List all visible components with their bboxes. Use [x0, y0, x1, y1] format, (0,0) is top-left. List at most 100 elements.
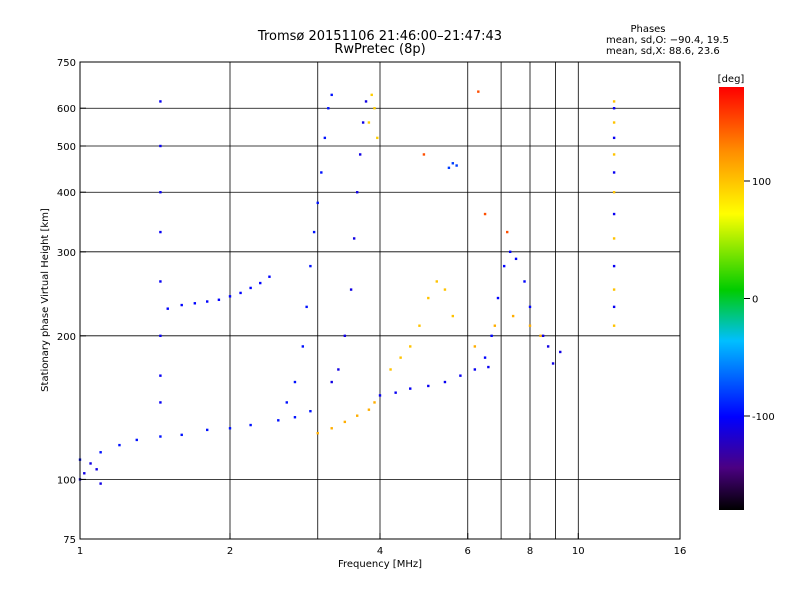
data-point	[159, 191, 162, 194]
data-point	[451, 162, 455, 165]
data-point	[316, 201, 319, 205]
stats-line-o: mean, sd,O: −90.4, 19.5	[606, 35, 729, 46]
data-point	[443, 380, 447, 384]
data-point	[228, 427, 232, 430]
data-point	[546, 345, 550, 348]
data-point	[528, 305, 532, 309]
y-tick-label: 750	[57, 58, 76, 69]
data-point	[159, 435, 162, 438]
chart-title: Tromsø 20151106 21:46:00–21:47:43	[257, 29, 502, 44]
data-point	[118, 443, 121, 447]
data-point	[249, 286, 252, 290]
data-point	[364, 100, 368, 103]
data-point	[612, 171, 616, 174]
data-point	[361, 121, 365, 124]
data-point	[180, 303, 183, 307]
data-point	[89, 462, 92, 465]
data-point	[159, 230, 162, 234]
data-point	[293, 416, 297, 419]
data-point	[159, 144, 162, 148]
data-point	[435, 280, 438, 283]
data-point	[367, 408, 371, 411]
data-point	[159, 100, 162, 103]
data-point	[612, 136, 616, 140]
data-point	[612, 107, 616, 110]
data-point	[309, 409, 312, 413]
data-point	[320, 171, 323, 174]
data-point	[259, 281, 262, 285]
data-point	[612, 153, 616, 156]
data-point	[496, 296, 500, 300]
data-point	[349, 288, 353, 291]
data-point	[159, 280, 162, 283]
x-axis-label: Frequency [MHz]	[338, 559, 422, 570]
chart-subtitle: RwPretec (8p)	[334, 42, 425, 57]
data-point	[373, 107, 376, 110]
data-point	[228, 295, 232, 298]
data-point	[249, 423, 252, 427]
data-point	[389, 368, 392, 371]
data-point	[612, 212, 616, 216]
data-point	[217, 298, 221, 301]
data-point	[559, 350, 562, 354]
x-tick-label: 8	[527, 546, 533, 557]
data-point	[378, 394, 382, 397]
data-point	[612, 191, 616, 194]
colorbar	[719, 87, 744, 510]
data-point	[180, 433, 183, 437]
data-point	[514, 257, 518, 261]
data-point	[83, 472, 86, 475]
data-point	[459, 374, 462, 377]
data-point	[205, 428, 209, 432]
y-tick-label: 200	[57, 332, 76, 343]
data-point	[508, 250, 512, 254]
data-points	[78, 90, 616, 485]
data-point	[473, 368, 477, 371]
colorbar-ticks: 100 0 -100	[744, 177, 775, 423]
y-axis-label: Stationary phase Virtual Height [km]	[40, 208, 51, 392]
data-point	[612, 100, 616, 103]
data-point	[343, 420, 347, 424]
data-point	[305, 305, 308, 309]
y-tick-label: 500	[57, 142, 76, 153]
data-point	[343, 334, 347, 338]
axes: 1 2 4 6 8 10 16 75 100 200 300 400 500 600 750	[57, 58, 686, 557]
data-point	[268, 275, 271, 278]
data-point	[483, 356, 487, 359]
data-point	[99, 482, 102, 485]
data-point	[205, 300, 209, 303]
x-tick-label: 16	[674, 546, 687, 557]
x-tick-label: 4	[377, 546, 383, 557]
data-point	[323, 136, 327, 140]
data-point	[301, 345, 305, 348]
data-point	[159, 334, 162, 338]
data-point	[502, 264, 506, 268]
data-point	[277, 419, 280, 422]
colorbar-label: [deg]	[718, 74, 745, 85]
data-point	[490, 334, 493, 338]
data-point	[358, 153, 362, 156]
data-point	[427, 384, 430, 388]
data-point	[447, 166, 451, 170]
data-point	[330, 427, 333, 430]
stats-heading: Phases	[630, 24, 665, 35]
data-point	[443, 288, 447, 291]
data-point	[541, 334, 545, 338]
data-point	[312, 230, 316, 234]
data-point	[355, 191, 359, 194]
y-tick-label: 600	[57, 104, 76, 115]
stats-line-x: mean, sd,X: 88.6, 23.6	[606, 46, 720, 57]
colorbar-tick-label: 0	[752, 295, 758, 306]
data-point	[612, 288, 616, 291]
data-point	[612, 324, 616, 327]
data-point	[511, 314, 515, 318]
data-point	[95, 468, 98, 471]
x-tick-label: 2	[227, 546, 233, 557]
data-point	[409, 345, 412, 348]
data-point	[551, 362, 555, 365]
data-point	[99, 451, 102, 454]
data-point	[135, 438, 138, 442]
data-point	[193, 302, 197, 305]
data-point	[473, 345, 477, 348]
